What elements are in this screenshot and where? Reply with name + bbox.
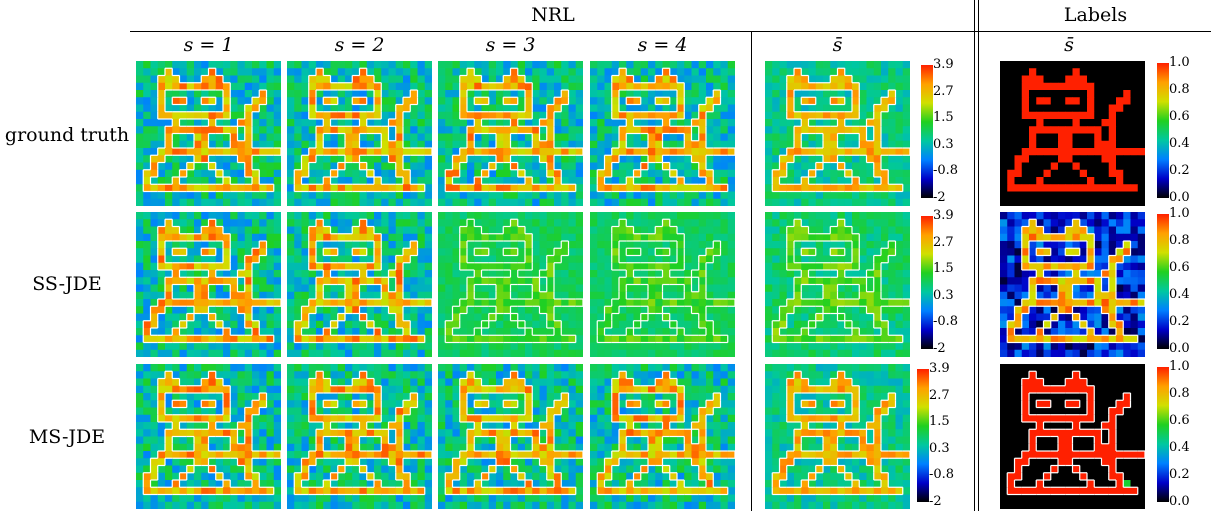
top-rule [130, 31, 1211, 32]
labels-colorbar-ground-truth [1157, 63, 1169, 198]
row-label-ss-jde: SS-JDE [32, 273, 102, 295]
colorbar-tick-label: 0.4 [1169, 136, 1190, 151]
nrl-map-ss-jde-s1 [136, 212, 281, 357]
col-header-s4: s = 4 [637, 34, 688, 56]
colorbar-tick-label: 3.9 [933, 208, 954, 223]
row-label-ms-jde: MS-JDE [28, 426, 106, 448]
col-header-s1: s = 1 [183, 34, 234, 56]
colorbar-tick-label: 0.4 [1169, 287, 1190, 302]
colorbar-tick-label: 0.0 [1169, 494, 1190, 509]
colorbar-tick-label: 2.7 [929, 387, 950, 403]
labels-colorbar-ss-jde [1157, 214, 1169, 349]
colorbar-tick-label: 1.5 [933, 110, 954, 126]
nrl-map-ss-jde-s4 [590, 212, 735, 357]
col-header-s2: s = 2 [334, 34, 385, 56]
labels-map-ms-jde [1000, 364, 1145, 509]
colorbar-tick-label: 3.9 [933, 57, 954, 72]
colorbar-tick-label: 0.0 [1169, 341, 1190, 356]
colorbar-tick-label: 0.2 [1169, 163, 1190, 178]
row-label-ground-truth: ground truth [4, 124, 130, 146]
labels-divider-left [974, 0, 975, 511]
colorbar-tick-label: 0.8 [1169, 386, 1190, 401]
col-header-s3: s = 3 [485, 34, 536, 56]
colorbar-tick-label: 1.5 [929, 414, 950, 430]
colorbar-tick-label: 0.8 [1169, 82, 1190, 97]
nrl-colorbar-ss-jde [921, 216, 933, 349]
labels-map-ss-jde [1000, 212, 1145, 357]
colorbar-tick-label: -0.8 [933, 163, 959, 179]
nrl-map-ss-jde-mean [765, 212, 910, 357]
nrl-map-ground-truth-s4 [590, 61, 735, 206]
nrl-map-ss-jde-s3 [438, 212, 583, 357]
mean-divider [751, 32, 752, 511]
colorbar-tick-label: 0.6 [1169, 413, 1190, 428]
nrl-map-ground-truth-s2 [287, 61, 432, 206]
colorbar-tick-label: -2 [929, 494, 942, 509]
col-header-labels-mean: s̄ [1064, 34, 1074, 56]
colorbar-tick-label: 1.0 [1169, 55, 1190, 70]
colorbar-tick-label: 0.6 [1169, 260, 1190, 275]
nrl-map-ss-jde-s2 [287, 212, 432, 357]
nrl-map-ground-truth-s3 [438, 61, 583, 206]
colorbar-tick-label: 1.0 [1169, 206, 1190, 221]
nrl-map-ms-jde-s2 [287, 364, 432, 509]
labels-colorbar-ms-jde [1157, 367, 1169, 502]
labels-header: Labels [1063, 4, 1128, 26]
nrl-header: NRL [531, 4, 575, 26]
colorbar-tick-label: 0.6 [1169, 109, 1190, 124]
colorbar-tick-label: 0.2 [1169, 467, 1190, 482]
nrl-colorbar-ms-jde [917, 369, 929, 502]
nrl-map-ground-truth-s1 [136, 61, 281, 206]
col-header-mean: s̄ [832, 34, 843, 56]
nrl-map-ms-jde-s1 [136, 364, 281, 509]
colorbar-tick-label: 0.8 [1169, 233, 1190, 248]
nrl-map-ms-jde-s4 [590, 364, 735, 509]
colorbar-tick-label: -0.8 [933, 314, 959, 330]
colorbar-tick-label: 0.4 [1169, 440, 1190, 455]
colorbar-tick-label: 1.5 [933, 261, 954, 277]
nrl-map-ground-truth-mean [765, 61, 910, 206]
labels-map-ground-truth [1000, 61, 1145, 206]
nrl-colorbar-ground-truth [921, 65, 933, 198]
colorbar-tick-label: 0.0 [1169, 190, 1190, 205]
colorbar-tick-label: 2.7 [933, 83, 954, 99]
nrl-map-ms-jde-s3 [438, 364, 583, 509]
colorbar-tick-label: -2 [933, 341, 946, 356]
labels-divider-right [978, 0, 979, 511]
colorbar-tick-label: 0.3 [933, 287, 954, 303]
colorbar-tick-label: 0.3 [933, 136, 954, 152]
colorbar-tick-label: 1.0 [1169, 359, 1190, 374]
colorbar-tick-label: 3.9 [929, 361, 950, 376]
colorbar-tick-label: 2.7 [933, 234, 954, 250]
colorbar-tick-label: -2 [933, 190, 946, 205]
colorbar-tick-label: 0.2 [1169, 314, 1190, 329]
nrl-map-ms-jde-mean [765, 364, 910, 509]
colorbar-tick-label: -0.8 [929, 467, 955, 483]
colorbar-tick-label: 0.3 [929, 440, 950, 456]
